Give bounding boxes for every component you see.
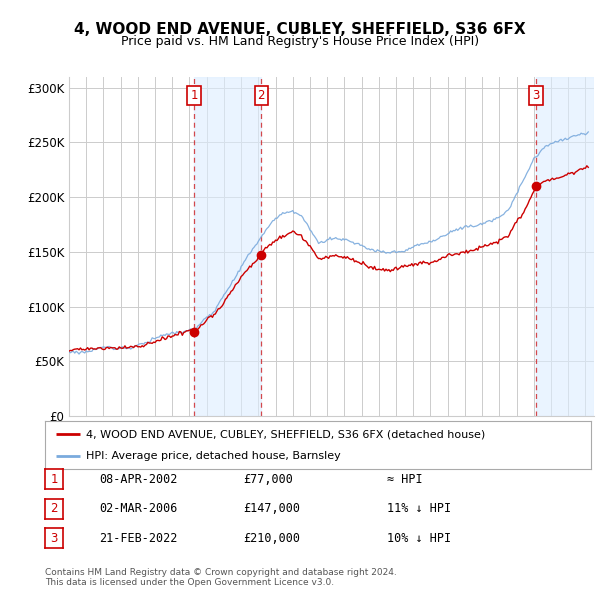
Text: 2: 2 [50,502,58,515]
Text: 08-APR-2002: 08-APR-2002 [99,473,178,486]
Text: £210,000: £210,000 [243,532,300,545]
Text: 10% ↓ HPI: 10% ↓ HPI [387,532,451,545]
Text: 4, WOOD END AVENUE, CUBLEY, SHEFFIELD, S36 6FX (detached house): 4, WOOD END AVENUE, CUBLEY, SHEFFIELD, S… [86,429,485,439]
Bar [536,77,594,416]
Text: 11% ↓ HPI: 11% ↓ HPI [387,502,451,515]
Text: 3: 3 [50,532,58,545]
Text: 02-MAR-2006: 02-MAR-2006 [99,502,178,515]
Text: 2: 2 [257,89,265,102]
Text: HPI: Average price, detached house, Barnsley: HPI: Average price, detached house, Barn… [86,451,341,461]
Text: £77,000: £77,000 [243,473,293,486]
Text: 1: 1 [50,473,58,486]
Bar [194,77,261,416]
Text: ≈ HPI: ≈ HPI [387,473,422,486]
Text: £147,000: £147,000 [243,502,300,515]
Text: Price paid vs. HM Land Registry's House Price Index (HPI): Price paid vs. HM Land Registry's House … [121,35,479,48]
Text: Contains HM Land Registry data © Crown copyright and database right 2024.
This d: Contains HM Land Registry data © Crown c… [45,568,397,587]
Text: 21-FEB-2022: 21-FEB-2022 [99,532,178,545]
Text: 3: 3 [532,89,539,102]
Text: 1: 1 [190,89,198,102]
Text: 4, WOOD END AVENUE, CUBLEY, SHEFFIELD, S36 6FX: 4, WOOD END AVENUE, CUBLEY, SHEFFIELD, S… [74,22,526,37]
